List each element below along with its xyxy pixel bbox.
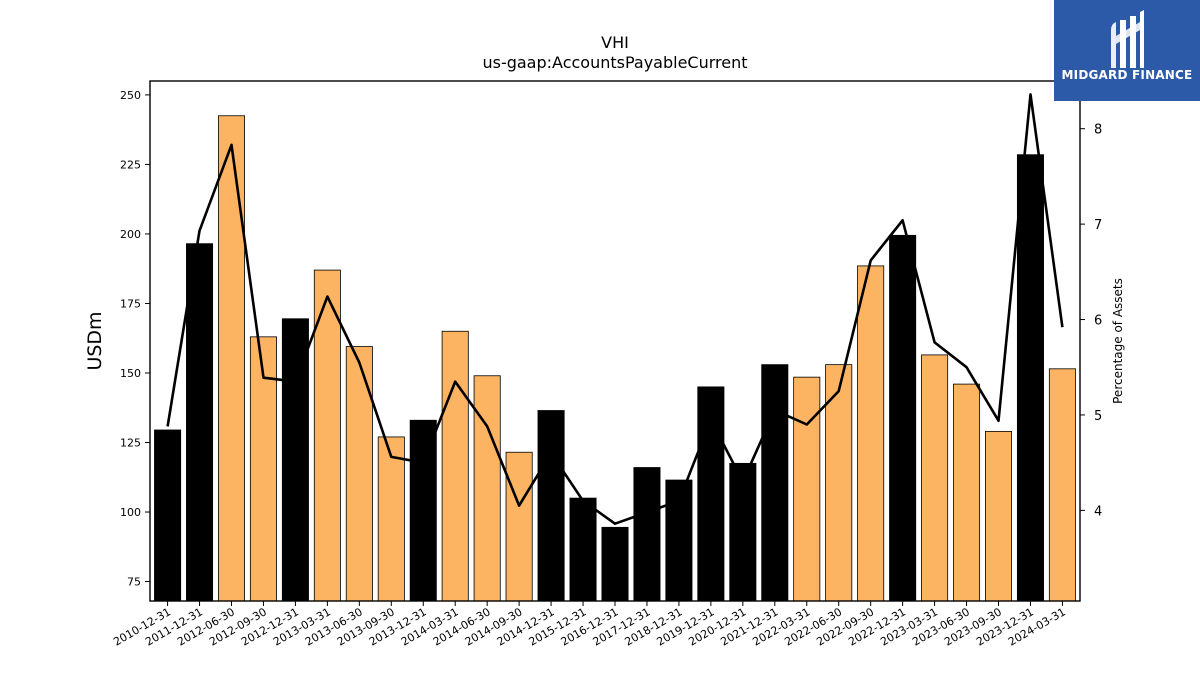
y2-tick-label: 4 <box>1094 504 1102 519</box>
y-tick-label: 150 <box>120 367 141 380</box>
bar <box>921 354 949 602</box>
y-axis-label: USDm <box>84 311 106 370</box>
bar <box>186 243 214 602</box>
line-series <box>166 93 1064 526</box>
y2-tick-label: 6 <box>1094 314 1102 329</box>
y-tick-label: 125 <box>120 436 141 449</box>
bar <box>889 234 917 602</box>
bar <box>313 269 341 602</box>
bar <box>154 429 182 602</box>
bar <box>857 265 885 602</box>
bar <box>1048 368 1076 602</box>
y2-tick-label: 8 <box>1094 123 1102 138</box>
axes-group: 75100125150175200225250456782010-12-3120… <box>111 80 1102 649</box>
bar <box>249 336 277 602</box>
bar <box>601 526 629 602</box>
y-tick-label: 100 <box>120 506 141 519</box>
bar <box>953 383 981 602</box>
logo-text: MIDGARD FINANCE <box>1061 68 1193 82</box>
bar <box>633 467 661 602</box>
bar <box>281 318 309 602</box>
bar <box>217 115 245 602</box>
y2-axis-label: Percentage of Assets <box>1111 278 1125 404</box>
bars-group <box>154 115 1076 602</box>
chart-subtitle: us-gaap:AccountsPayableCurrent <box>482 53 747 72</box>
bar <box>1016 154 1044 602</box>
logo-mark-icon <box>1111 10 1144 68</box>
chart-title: VHI <box>601 33 629 52</box>
brand-logo: MIDGARD FINANCE <box>1054 0 1200 101</box>
y-tick-label: 175 <box>120 297 141 310</box>
bar <box>729 462 757 602</box>
y-tick-label: 200 <box>120 228 141 241</box>
y2-tick-label: 7 <box>1094 218 1102 233</box>
bar <box>985 430 1013 602</box>
bar <box>345 346 373 602</box>
bar <box>537 410 565 602</box>
bar <box>505 451 533 602</box>
bar <box>409 419 437 602</box>
bar <box>761 364 789 602</box>
bar <box>473 375 501 602</box>
bar <box>793 376 821 602</box>
y2-tick-label: 5 <box>1094 409 1102 424</box>
y-tick-label: 250 <box>120 89 141 102</box>
line-group <box>166 93 1064 526</box>
bar <box>441 330 469 602</box>
y-tick-label: 225 <box>120 158 141 171</box>
bar <box>569 497 597 602</box>
bar <box>377 436 405 602</box>
bar <box>697 386 725 602</box>
y-tick-label: 75 <box>127 576 141 589</box>
